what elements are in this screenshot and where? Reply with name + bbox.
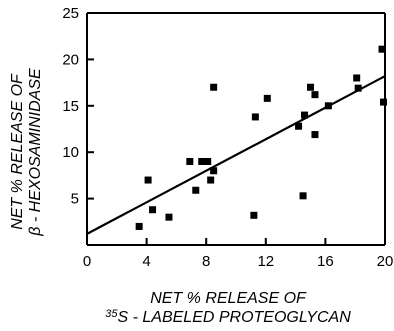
- data-point: [324, 102, 332, 110]
- data-points: [135, 45, 388, 230]
- data-point: [299, 192, 307, 200]
- x-axis-label-line2: 35S - LABELED PROTEOGLYCAN: [105, 308, 351, 326]
- data-point: [311, 91, 319, 99]
- x-tick-label: 0: [83, 253, 91, 270]
- data-point: [165, 213, 173, 221]
- data-point: [311, 131, 319, 139]
- x-tick-label: 16: [317, 253, 334, 270]
- regression-line: [86, 75, 386, 235]
- y-axis-label-line2: β - HEXOSAMINIDASE: [27, 68, 44, 237]
- y-tick-label: 10: [62, 144, 79, 161]
- data-point: [250, 211, 258, 219]
- y-tick-label: 15: [62, 98, 79, 115]
- y-axis-label-line1: NET % RELEASE OF: [9, 73, 26, 230]
- y-axis-label: NET % RELEASE OF β - HEXOSAMINIDASE: [9, 68, 44, 237]
- data-point: [251, 113, 259, 121]
- data-point: [204, 157, 212, 165]
- x-ticks: 0 4 8 12 16 20: [83, 238, 394, 270]
- data-point: [263, 94, 271, 102]
- y-tick-label: 25: [62, 5, 79, 22]
- data-point: [149, 206, 157, 214]
- data-point: [186, 157, 194, 165]
- data-point: [295, 122, 303, 130]
- data-point: [354, 84, 362, 92]
- y-tick-label: 20: [62, 51, 79, 68]
- data-point: [210, 83, 218, 91]
- data-point: [210, 167, 218, 175]
- x-axis-label-line1: NET % RELEASE OF: [150, 290, 307, 307]
- y-ticks: 5 10 15 20 25: [62, 5, 94, 208]
- x-tick-label: 8: [202, 253, 210, 270]
- x-tick-label: 4: [142, 253, 150, 270]
- data-point: [353, 74, 361, 82]
- data-point: [192, 186, 200, 194]
- x-tick-label: 20: [377, 253, 394, 270]
- data-point: [301, 111, 309, 119]
- data-point: [207, 176, 215, 184]
- x-axis-label-line2-text: S - LABELED PROTEOGLYCAN: [117, 309, 351, 326]
- x-axis-label-superscript: 35: [105, 308, 118, 320]
- data-point: [378, 45, 386, 53]
- data-point: [144, 176, 152, 184]
- data-point: [198, 157, 206, 165]
- data-point: [307, 83, 314, 91]
- y-tick-label: 5: [71, 191, 79, 208]
- x-tick-label: 12: [257, 253, 274, 270]
- data-point: [380, 98, 388, 106]
- data-point: [135, 222, 143, 230]
